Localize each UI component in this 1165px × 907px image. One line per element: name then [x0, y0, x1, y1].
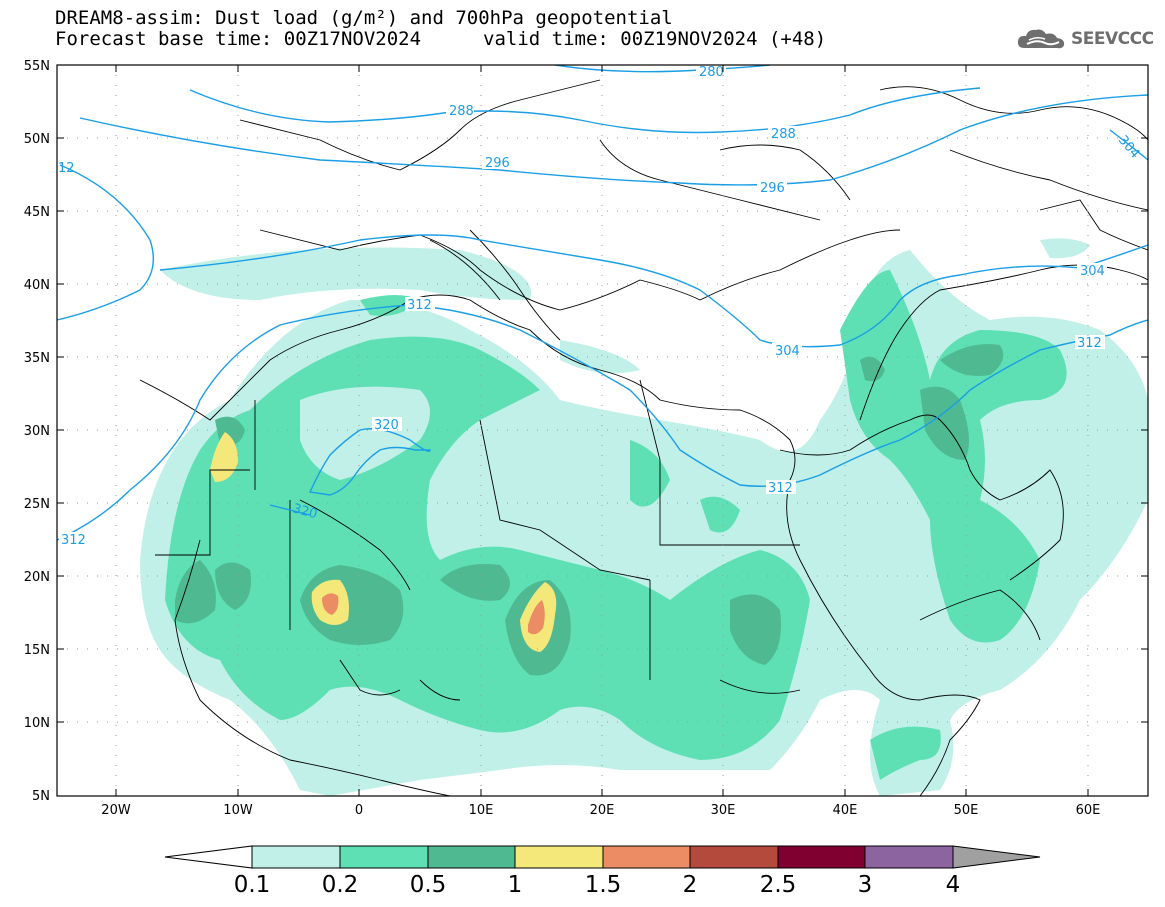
contour-label: 312	[1077, 336, 1102, 351]
colorbar-label: 2.5	[759, 872, 797, 898]
cloud-icon	[1017, 29, 1065, 49]
colorbar-segment	[339, 845, 429, 869]
colorbar-segment	[864, 845, 954, 869]
dust-shading	[140, 238, 1148, 796]
lat-label: 30N	[24, 424, 50, 439]
lat-label: 5N	[32, 789, 50, 804]
contour-label: 312	[407, 298, 432, 313]
colorbar-segment	[777, 845, 866, 869]
lon-label: 10W	[223, 803, 253, 818]
coastlines	[139, 79, 1148, 796]
contour-label: 320	[374, 418, 399, 433]
lon-label: 10E	[469, 803, 494, 818]
lat-label: 40N	[24, 278, 50, 293]
lat-label: 50N	[24, 132, 50, 147]
contour-label: 288	[449, 104, 474, 119]
lon-label: 60E	[1076, 803, 1101, 818]
contour-label: 296	[760, 181, 785, 196]
contour-labels: 280 288 288 296 296 304 304 304 312 312 …	[58, 64, 1142, 548]
lat-label: 25N	[24, 497, 50, 512]
contour-label: 280	[699, 65, 724, 80]
colorbar-label: 0.2	[321, 872, 359, 898]
longitude-labels: 20W 10W 0 10E 20E 30E 40E 50E 60E	[101, 803, 1100, 818]
colorbar-segment	[602, 845, 691, 869]
lon-label: 20E	[590, 803, 615, 818]
latitude-labels: 55N 50N 45N 40N 35N 30N 25N 20N 15N 10N …	[24, 59, 50, 804]
tick-marks	[57, 64, 1148, 796]
lon-label: 0	[355, 803, 363, 818]
contour-label: 12	[58, 161, 75, 176]
lat-label: 10N	[24, 716, 50, 731]
lat-label: 35N	[24, 351, 50, 366]
colorbar-label: 1	[507, 872, 523, 898]
contour-label: 288	[771, 127, 796, 142]
colorbar-label: 2	[682, 872, 698, 898]
lat-label: 45N	[24, 205, 50, 220]
lon-label: 50E	[954, 803, 979, 818]
chart-title: DREAM8-assim: Dust load (g/m²) and 700hP…	[55, 7, 673, 29]
contour-label: 304	[1080, 264, 1105, 279]
colorbar-under-triangle	[164, 845, 253, 869]
colorbar-segment	[427, 845, 516, 869]
colorbar-label: 1.5	[584, 872, 622, 898]
contour-label: 304	[775, 344, 800, 359]
lon-label: 30E	[711, 803, 736, 818]
colorbar-label: 0.5	[409, 872, 447, 898]
contour-label: 296	[485, 156, 510, 171]
valid-time: valid time: 00Z19NOV2024 (+48)	[483, 28, 827, 50]
lat-label: 55N	[24, 59, 50, 74]
lat-label: 15N	[24, 643, 50, 658]
colorbar-label: 3	[857, 872, 873, 898]
lon-label: 20W	[101, 803, 131, 818]
colorbar-segment	[689, 845, 779, 869]
lon-label: 40E	[833, 803, 858, 818]
lat-label: 20N	[24, 570, 50, 585]
contour-label: 320	[291, 501, 319, 522]
logo-text: SEEVCCC	[1071, 29, 1154, 49]
colorbar-label: 4	[945, 872, 961, 898]
colorbar-label: 0.1	[233, 872, 271, 898]
seevccc-logo: SEEVCCC	[1015, 26, 1154, 52]
contour-label: 312	[61, 533, 86, 548]
colorbar-segment	[251, 845, 341, 869]
colorbar-segment	[514, 845, 604, 869]
forecast-base-time: Forecast base time: 00Z17NOV2024	[55, 28, 422, 50]
geopotential-contours	[57, 65, 1148, 541]
colorbar	[164, 845, 1041, 869]
colorbar-over-triangle	[952, 845, 1041, 869]
contour-label: 312	[768, 481, 793, 496]
